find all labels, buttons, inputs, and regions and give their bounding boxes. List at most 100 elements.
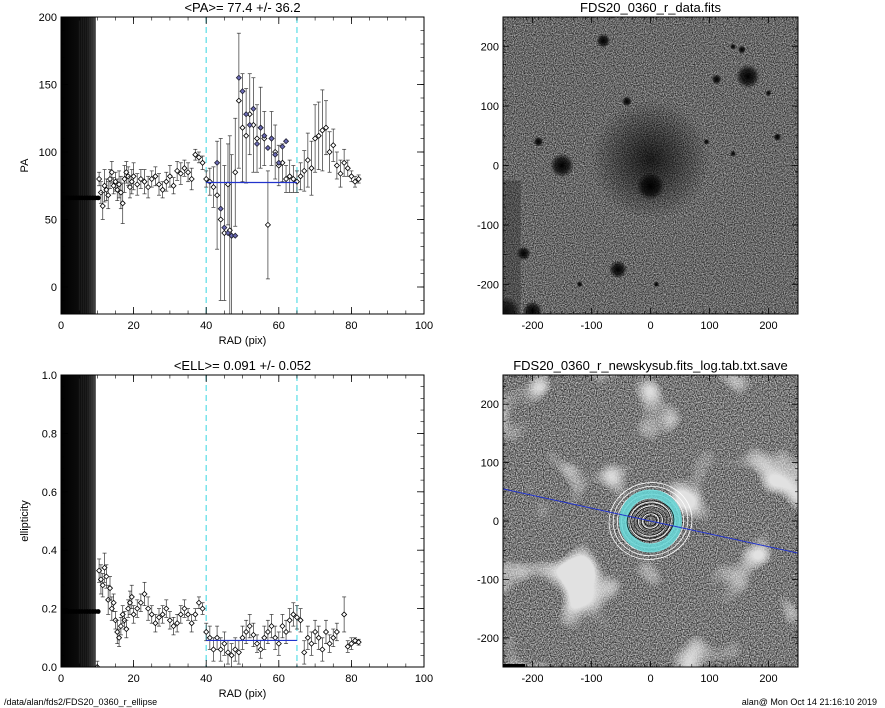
corner-artifact xyxy=(503,664,525,667)
x-tick-label: -100 xyxy=(580,673,602,685)
data-point xyxy=(199,605,206,612)
star-source xyxy=(636,172,665,201)
y-tick-label: 0.0 xyxy=(42,662,57,674)
data-point xyxy=(203,628,210,636)
plot-area xyxy=(61,375,362,667)
data-point xyxy=(181,605,188,612)
data-point xyxy=(243,132,250,139)
data-point xyxy=(308,165,315,172)
data-point xyxy=(221,640,228,647)
data-point xyxy=(232,169,239,176)
position-angle-line xyxy=(503,488,798,554)
data-point xyxy=(214,192,221,199)
data-point xyxy=(326,148,333,156)
data-point xyxy=(279,623,286,630)
data-point xyxy=(192,611,199,618)
data-point xyxy=(99,582,106,589)
panel-title: FDS20_0360_r_data.fits xyxy=(580,0,721,15)
data-point xyxy=(134,605,141,612)
star-source xyxy=(773,132,782,141)
data-point xyxy=(355,175,362,183)
data-point xyxy=(286,173,293,180)
data-point xyxy=(141,178,148,185)
data-point xyxy=(210,184,217,191)
data-point xyxy=(116,634,123,641)
plot-area xyxy=(61,17,362,314)
fit-point xyxy=(243,111,250,118)
profile-panel-0: 0 20 40 60 80 100 0 50 100 150 200 <PA>= 77.4 +/- 3… xyxy=(19,0,433,347)
y-tick-label: 200 xyxy=(39,12,57,24)
y-tick-label: 100 xyxy=(481,458,499,470)
inner-isophote xyxy=(640,512,661,530)
inner-isophote xyxy=(626,500,675,542)
data-point xyxy=(195,154,203,161)
data-point xyxy=(210,646,217,653)
data-point xyxy=(246,623,253,630)
x-tick-label: 0 xyxy=(647,320,653,332)
data-point xyxy=(155,181,163,188)
star-source xyxy=(522,301,543,314)
band-marker xyxy=(95,609,101,614)
fit-point xyxy=(232,232,239,239)
x-tick-label: 40 xyxy=(200,673,212,685)
data-point xyxy=(344,643,351,650)
fit-point xyxy=(253,140,261,147)
data-point xyxy=(130,611,137,618)
x-tick-label: 0 xyxy=(58,673,64,685)
data-point xyxy=(159,186,166,193)
star-source xyxy=(711,74,722,85)
y-axis-label: PA xyxy=(19,158,31,173)
x-tick-label: -100 xyxy=(580,320,602,332)
y-tick-label: 0 xyxy=(51,282,57,294)
y-tick-label: 0.4 xyxy=(42,545,57,557)
star-source xyxy=(609,260,628,279)
data-point xyxy=(184,169,192,176)
x-axis-label: RAD (pix) xyxy=(219,335,267,347)
x-tick-label: -200 xyxy=(521,320,543,332)
data-point xyxy=(275,640,282,647)
data-point xyxy=(174,167,181,174)
fit-point xyxy=(221,224,228,231)
star-source xyxy=(503,297,520,314)
data-point xyxy=(108,169,115,176)
data-point xyxy=(117,623,124,630)
fit-point xyxy=(217,205,224,212)
y-tick-label: -200 xyxy=(477,279,499,291)
data-point xyxy=(123,625,130,633)
data-point xyxy=(166,617,173,624)
data-point xyxy=(286,617,293,624)
inner-isophote xyxy=(630,503,671,539)
data-point xyxy=(333,162,340,169)
data-point xyxy=(272,634,279,641)
data-point xyxy=(228,652,235,659)
footer-path: /data/alan/fds2/FDS20_0360_r_ellipse xyxy=(4,697,158,707)
fit-point xyxy=(250,105,257,112)
data-point xyxy=(235,97,242,104)
y-tick-label: 150 xyxy=(39,80,57,92)
star-source xyxy=(516,246,531,261)
edge-shading xyxy=(503,180,521,314)
data-point xyxy=(243,628,250,636)
y-tick-label: 0.8 xyxy=(42,428,57,440)
y-tick-label: 200 xyxy=(481,399,499,411)
panel-title: FDS20_0360_r_newskysub.fits_log.tab.txt.… xyxy=(513,358,788,373)
star-source xyxy=(737,45,746,54)
data-point xyxy=(322,124,330,131)
fit-point xyxy=(279,143,286,150)
y-tick-label: -100 xyxy=(477,574,499,586)
data-point xyxy=(163,178,170,185)
data-point xyxy=(181,165,188,172)
data-point xyxy=(344,165,351,172)
data-point xyxy=(106,585,114,592)
fit-point xyxy=(275,159,282,166)
data-point xyxy=(264,628,271,636)
data-point xyxy=(177,611,184,618)
data-point xyxy=(282,175,290,183)
data-point xyxy=(264,221,271,228)
image-panel-3: -200 -100 0 100 200 -200 -100 0 100 200 FDS20_0360… xyxy=(477,358,799,685)
data-point xyxy=(155,614,163,621)
data-point xyxy=(224,649,232,656)
fit-annulus xyxy=(619,489,682,553)
data-point xyxy=(301,167,308,174)
